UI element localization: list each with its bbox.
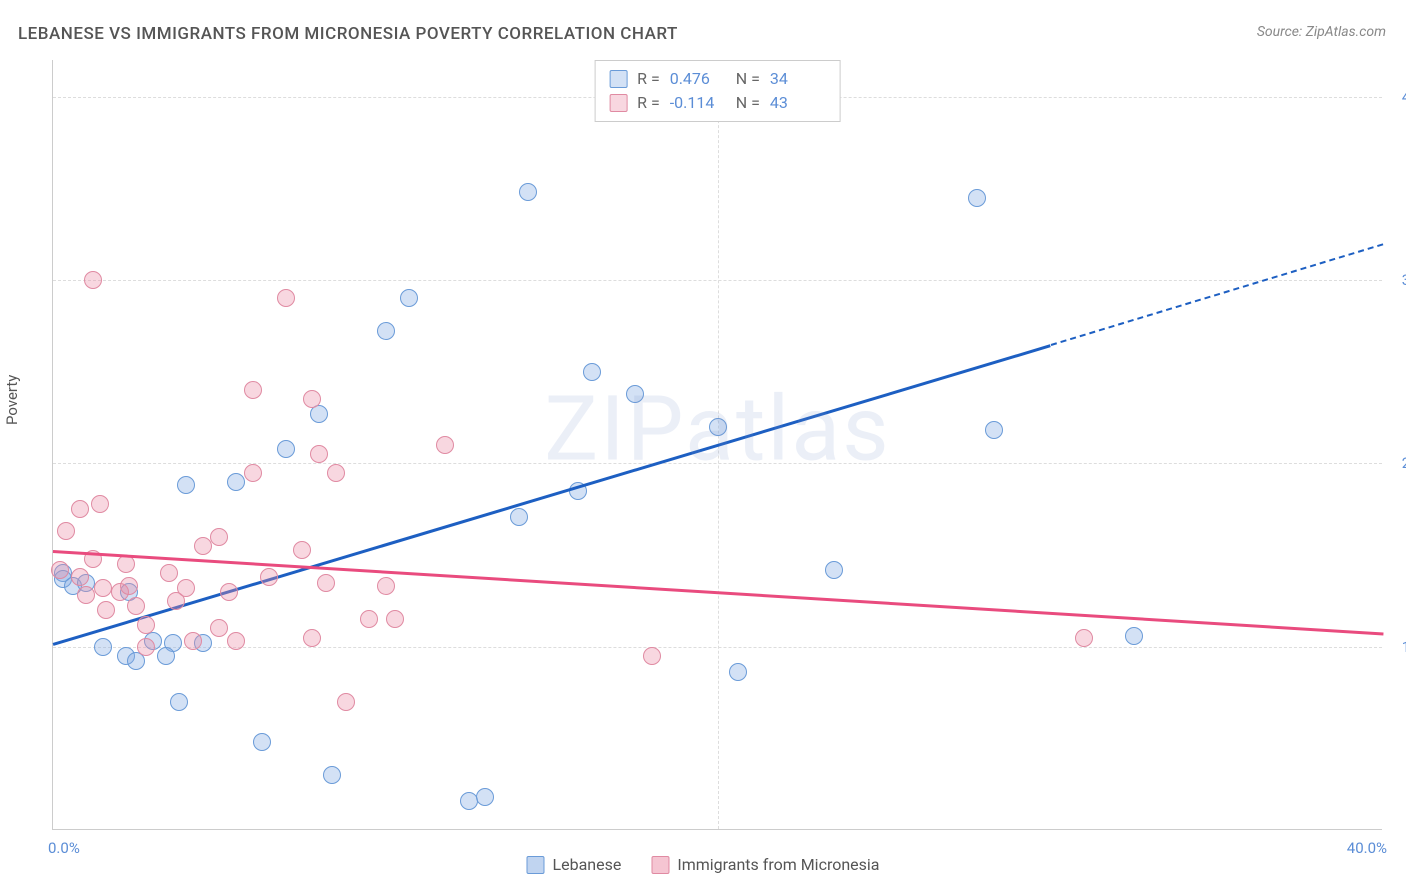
scatter-point [77, 586, 95, 604]
legend-n-label: N = [736, 91, 760, 115]
scatter-point [227, 473, 245, 491]
plot-area: ZIPatlas R = 0.476N = 34R = -0.114N = 43… [52, 60, 1382, 830]
scatter-point [968, 189, 986, 207]
scatter-point [643, 647, 661, 665]
scatter-point [177, 579, 195, 597]
legend-n-label: N = [736, 67, 760, 91]
scatter-point [337, 693, 355, 711]
x-tick-label: 40.0% [1347, 839, 1387, 857]
scatter-point [709, 418, 727, 436]
scatter-point [184, 632, 202, 650]
chart-container: LEBANESE VS IMMIGRANTS FROM MICRONESIA P… [0, 0, 1406, 892]
scatter-point [400, 289, 418, 307]
scatter-point [91, 495, 109, 513]
scatter-point [583, 363, 601, 381]
scatter-point [117, 555, 135, 573]
trend-line [53, 344, 1051, 645]
legend-item: Immigrants from Micronesia [651, 855, 879, 874]
legend-n-value: 43 [770, 91, 826, 115]
legend-swatch [651, 856, 669, 874]
scatter-point [436, 436, 454, 454]
scatter-point [137, 638, 155, 656]
scatter-point [386, 610, 404, 628]
legend-r-value: -0.114 [670, 91, 726, 115]
legend-r-label: R = [637, 67, 660, 91]
scatter-point [71, 500, 89, 518]
legend-swatch [609, 70, 627, 88]
scatter-point [170, 693, 188, 711]
scatter-point [260, 568, 278, 586]
scatter-point [310, 445, 328, 463]
scatter-point [323, 766, 341, 784]
series-legend: Lebanese Immigrants from Micronesia [526, 855, 879, 874]
legend-row: R = 0.476 N = 34 [609, 67, 826, 91]
trend-line-dashed [1050, 243, 1383, 346]
legend-r-label: R = [637, 91, 660, 115]
scatter-point [127, 597, 145, 615]
y-tick-label: 20.0% [1402, 454, 1406, 472]
scatter-point [253, 733, 271, 751]
scatter-point [1075, 629, 1093, 647]
y-tick-label: 10.0% [1402, 638, 1406, 656]
scatter-point [293, 541, 311, 559]
y-axis-label: Poverty [3, 375, 21, 425]
scatter-point [825, 561, 843, 579]
scatter-point [210, 619, 228, 637]
correlation-legend: R = 0.476 N = 34 R = -0.114 N = 43 [594, 60, 841, 122]
x-tick-label: 0.0% [48, 839, 80, 857]
scatter-point [97, 601, 115, 619]
scatter-point [137, 616, 155, 634]
scatter-point [377, 577, 395, 595]
legend-label: Immigrants from Micronesia [677, 855, 879, 874]
scatter-point [220, 583, 238, 601]
legend-swatch [526, 856, 544, 874]
legend-swatch [609, 94, 627, 112]
scatter-point [51, 561, 69, 579]
scatter-point [94, 579, 112, 597]
scatter-point [1125, 627, 1143, 645]
scatter-point [377, 322, 395, 340]
scatter-point [476, 788, 494, 806]
legend-r-value: 0.476 [670, 67, 726, 91]
scatter-point [57, 522, 75, 540]
scatter-point [244, 381, 262, 399]
scatter-point [227, 632, 245, 650]
y-tick-label: 40.0% [1402, 88, 1406, 106]
scatter-point [84, 271, 102, 289]
scatter-point [303, 390, 321, 408]
legend-label: Lebanese [552, 855, 621, 874]
legend-n-value: 34 [770, 67, 826, 91]
scatter-point [194, 537, 212, 555]
scatter-point [729, 663, 747, 681]
source-attribution: Source: ZipAtlas.com [1257, 24, 1386, 40]
scatter-point [120, 577, 138, 595]
scatter-point [160, 564, 178, 582]
legend-row: R = -0.114 N = 43 [609, 91, 826, 115]
scatter-point [519, 183, 537, 201]
y-tick-label: 30.0% [1402, 271, 1406, 289]
scatter-point [360, 610, 378, 628]
scatter-point [985, 421, 1003, 439]
scatter-point [71, 568, 89, 586]
scatter-point [626, 385, 644, 403]
legend-item: Lebanese [526, 855, 621, 874]
scatter-point [277, 440, 295, 458]
scatter-point [510, 508, 528, 526]
scatter-point [327, 464, 345, 482]
scatter-point [210, 528, 228, 546]
scatter-point [157, 647, 175, 665]
scatter-point [244, 464, 262, 482]
scatter-point [460, 792, 478, 810]
scatter-point [94, 638, 112, 656]
scatter-point [317, 574, 335, 592]
scatter-point [303, 629, 321, 647]
chart-title: LEBANESE VS IMMIGRANTS FROM MICRONESIA P… [18, 24, 678, 44]
scatter-point [277, 289, 295, 307]
scatter-point [177, 476, 195, 494]
